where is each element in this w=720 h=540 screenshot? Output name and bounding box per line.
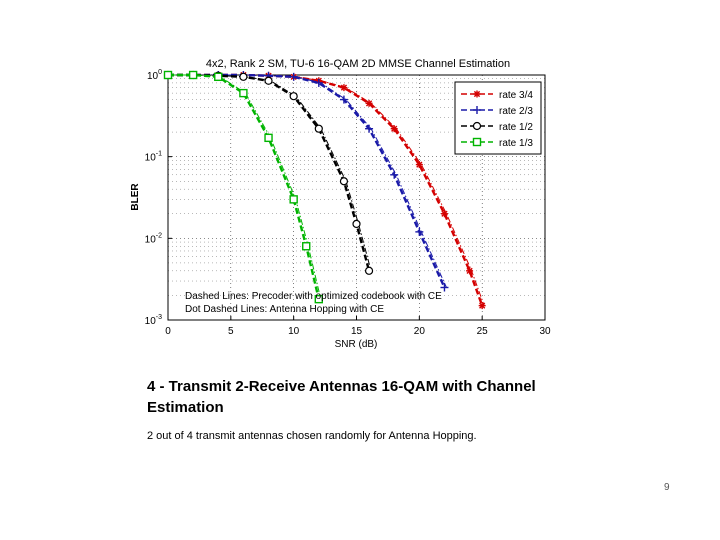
data-point (364, 266, 374, 275)
marker-stroke (479, 302, 486, 309)
data-point (289, 92, 298, 101)
data-point (289, 72, 298, 81)
data-point (415, 161, 423, 169)
annotations: Dashed Lines: Precoder with optimized co… (185, 291, 442, 315)
marker-stroke (416, 161, 423, 168)
data-point (239, 72, 248, 81)
y-axis-label: BLER (130, 183, 141, 211)
legend-marker (473, 90, 481, 98)
data-point (466, 267, 474, 275)
legend: rate 3/4 rate 2/3 rate 1/2 rate 1/3 (454, 81, 542, 155)
data-point (390, 170, 399, 179)
x-axis-label: SNR (dB) (335, 339, 378, 350)
marker-stroke (441, 210, 448, 217)
legend-entry: rate 1/3 (461, 137, 533, 149)
caption-title: 4 - Transmit 2-Receive Antennas 16-QAM w… (147, 378, 536, 416)
annotation-text: Dot Dashed Lines: Antenna Hopping with C… (185, 304, 384, 315)
legend-label: rate 1/3 (499, 138, 533, 149)
data-point (314, 294, 324, 304)
legend-entry: rate 2/3 (461, 106, 533, 117)
data-point (339, 177, 349, 186)
caption-note: 2 out of 4 transmit antennas chosen rand… (147, 430, 477, 442)
legend-label: rate 3/4 (499, 90, 533, 101)
marker-stroke (365, 100, 373, 107)
bler-chart: 4x2, Rank 2 SM, TU-6 16-QAM 2D MMSE Chan… (130, 58, 551, 350)
legend-marker (472, 137, 482, 147)
data-point (163, 70, 173, 80)
marker-stroke (391, 125, 398, 132)
x-tick-label: 30 (539, 326, 551, 337)
x-tick-label: 25 (477, 326, 489, 337)
data-point (314, 124, 323, 133)
data-point (264, 133, 273, 143)
data-point (302, 242, 311, 251)
data-point (478, 302, 486, 310)
data-point (339, 95, 348, 104)
data-point (314, 78, 323, 87)
data-point (440, 283, 449, 292)
data-point (214, 72, 223, 82)
data-point (365, 99, 373, 107)
grid (167, 75, 546, 321)
series-4 (163, 70, 324, 304)
y-tick-label: 100 (147, 69, 162, 82)
data-point (365, 124, 374, 133)
marker-stroke (473, 90, 481, 98)
legend-box (454, 81, 542, 155)
data-point (440, 210, 448, 218)
annotation-text: Dashed Lines: Precoder with optimized co… (185, 291, 442, 302)
data-point (352, 219, 361, 229)
chart-title: 4x2, Rank 2 SM, TU-6 16-QAM 2D MMSE Chan… (206, 58, 510, 70)
data-point (340, 84, 348, 92)
legend-label: rate 2/3 (499, 106, 533, 117)
series-line-secondary (170, 74, 322, 300)
y-tick-label: 10-3 (145, 314, 162, 327)
legend-label: rate 1/2 (499, 122, 533, 133)
page-number: 9 (664, 482, 670, 493)
data-point (390, 125, 398, 133)
legend-entry: rate 1/2 (461, 121, 533, 133)
marker-stroke (340, 84, 348, 91)
y-ticks: 10-3 10-2 10-1 100 (145, 69, 172, 327)
legend-entry: rate 3/4 (461, 90, 533, 101)
data-point (415, 227, 424, 236)
x-ticks: 0 5 10 15 20 25 30 (165, 316, 551, 337)
x-tick-label: 5 (228, 326, 234, 337)
marker-stroke (466, 267, 473, 274)
data-point (188, 70, 198, 80)
data-point (289, 195, 298, 204)
x-tick-label: 0 (165, 326, 171, 337)
series-group (163, 70, 486, 310)
x-tick-label: 15 (351, 326, 363, 337)
legend-marker (473, 106, 481, 114)
data-point (264, 76, 273, 85)
y-tick-label: 10-1 (145, 151, 162, 164)
x-tick-label: 10 (288, 326, 300, 337)
x-tick-label: 20 (414, 326, 426, 337)
y-tick-label: 10-2 (145, 232, 162, 245)
legend-marker (472, 121, 482, 131)
data-point (239, 88, 248, 98)
